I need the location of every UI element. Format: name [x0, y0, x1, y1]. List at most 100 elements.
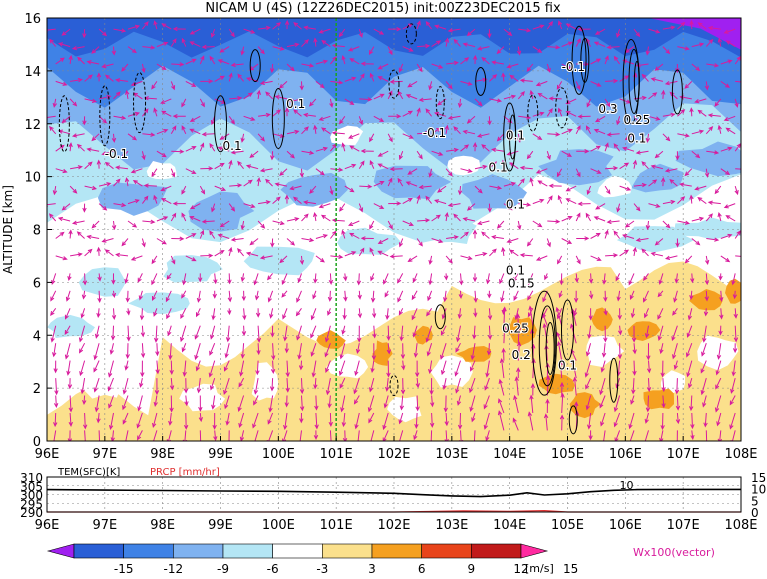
- wind-vector: [338, 28, 346, 38]
- wind-vector: [723, 115, 736, 122]
- wind-vector: [153, 107, 158, 117]
- wind-vector: [284, 107, 290, 117]
- wind-vector: [240, 273, 246, 283]
- wind-vector: [398, 151, 404, 161]
- wind-vector: [67, 273, 72, 282]
- wind-vector: [49, 38, 57, 47]
- pale-easterly-patch: [243, 246, 315, 276]
- sub-x-tick-label: 96E: [35, 518, 60, 533]
- wind-vector: [707, 25, 721, 31]
- wind-vector: [115, 78, 129, 83]
- wind-vector: [286, 217, 300, 222]
- wind-vector: [730, 377, 736, 394]
- wind-vector: [519, 253, 533, 258]
- wind-vector: [434, 199, 447, 205]
- wind-vector: [503, 28, 513, 37]
- wind-vector: [180, 308, 187, 320]
- moderate-westerly-patch: [627, 321, 661, 341]
- wind-vector: [382, 430, 389, 441]
- wind-vector: [604, 98, 611, 108]
- wind-vector: [98, 203, 108, 211]
- calm-low-patch: [660, 370, 686, 394]
- wind-vector: [575, 212, 581, 222]
- wind-vector: [476, 46, 490, 51]
- wind-vector: [532, 220, 543, 228]
- wind-vector: [662, 112, 676, 117]
- wind-vector: [141, 63, 146, 74]
- wind-vector: [180, 325, 187, 343]
- y-tick-label: 4: [33, 329, 41, 344]
- wind-vector: [662, 46, 671, 55]
- wind-vector: [440, 343, 447, 360]
- wind-vector: [341, 412, 347, 428]
- wind-vector: [339, 377, 346, 389]
- wind-vector: [672, 308, 678, 316]
- wind-vector: [339, 203, 346, 212]
- wind-vector: [124, 273, 129, 284]
- x-axis-ticks: 96E 97E 98E 99E 100E 101E 102E 103E 104E 105E 106E…: [35, 436, 758, 462]
- sub-contour-label: 10: [620, 479, 634, 492]
- wind-vector: [314, 412, 319, 430]
- wind-vector: [616, 203, 621, 213]
- wind-vector: [219, 133, 230, 140]
- wind-vector: [473, 430, 476, 441]
- wind-vector: [370, 273, 375, 282]
- wind-vector: [723, 28, 736, 34]
- wind-vector: [565, 111, 577, 117]
- wind-vector: [487, 116, 492, 126]
- wind-vector: [700, 360, 707, 374]
- wind-vector: [605, 78, 619, 84]
- wind-vector: [53, 412, 58, 428]
- wind-vector: [484, 377, 490, 391]
- wind-vector: [286, 42, 300, 48]
- wind-vector: [684, 81, 693, 89]
- wind-vector: [577, 201, 591, 207]
- wind-vector: [457, 186, 463, 196]
- wind-vector: [674, 378, 680, 395]
- wind-vector: [574, 273, 579, 283]
- wind-vector: [453, 213, 461, 222]
- wind-vector: [320, 214, 331, 222]
- sub-left-tick-label: 305: [20, 480, 43, 494]
- wind-vector: [633, 203, 641, 212]
- wind-vector: [76, 143, 85, 152]
- x-tick-label: 103E: [435, 447, 468, 462]
- wind-vector: [108, 395, 114, 409]
- wind-vector: [529, 394, 534, 414]
- wind-vector: [286, 129, 300, 135]
- wind-vector: [240, 343, 245, 359]
- wind-vector: [228, 72, 233, 82]
- wind-vector: [357, 308, 363, 319]
- wind-vector: [457, 98, 463, 109]
- wind-vector: [354, 360, 360, 377]
- wind-vector: [447, 28, 461, 33]
- wind-vector: [561, 150, 572, 157]
- wind-vector: [616, 290, 621, 302]
- wind-vector: [55, 231, 65, 239]
- wind-vector: [575, 37, 581, 47]
- wind-vector: [431, 150, 444, 156]
- wind-vector: [603, 308, 608, 316]
- wind-vector: [431, 40, 442, 48]
- very-strong-easterly-band: [47, 18, 741, 58]
- wind-vector: [138, 290, 143, 301]
- sub-right-tick-label: 15: [751, 471, 766, 485]
- wind-vector: [182, 273, 187, 286]
- wind-vector: [416, 20, 421, 30]
- wind-vector: [575, 125, 581, 135]
- wind-vector: [367, 395, 375, 413]
- wind-vector: [613, 230, 620, 239]
- x-tick-label: 97E: [92, 447, 117, 462]
- wind-vector: [269, 63, 275, 74]
- contour-label: 0.2: [512, 348, 531, 362]
- wind-vector: [614, 430, 621, 441]
- series-line: [46, 488, 741, 498]
- wind-vector: [70, 252, 83, 257]
- contour-label: 0.1: [489, 160, 508, 174]
- positive-w-contour: [475, 66, 487, 96]
- wind-vector: [219, 46, 230, 53]
- wind-vector: [677, 133, 690, 138]
- wind-vector: [503, 203, 513, 211]
